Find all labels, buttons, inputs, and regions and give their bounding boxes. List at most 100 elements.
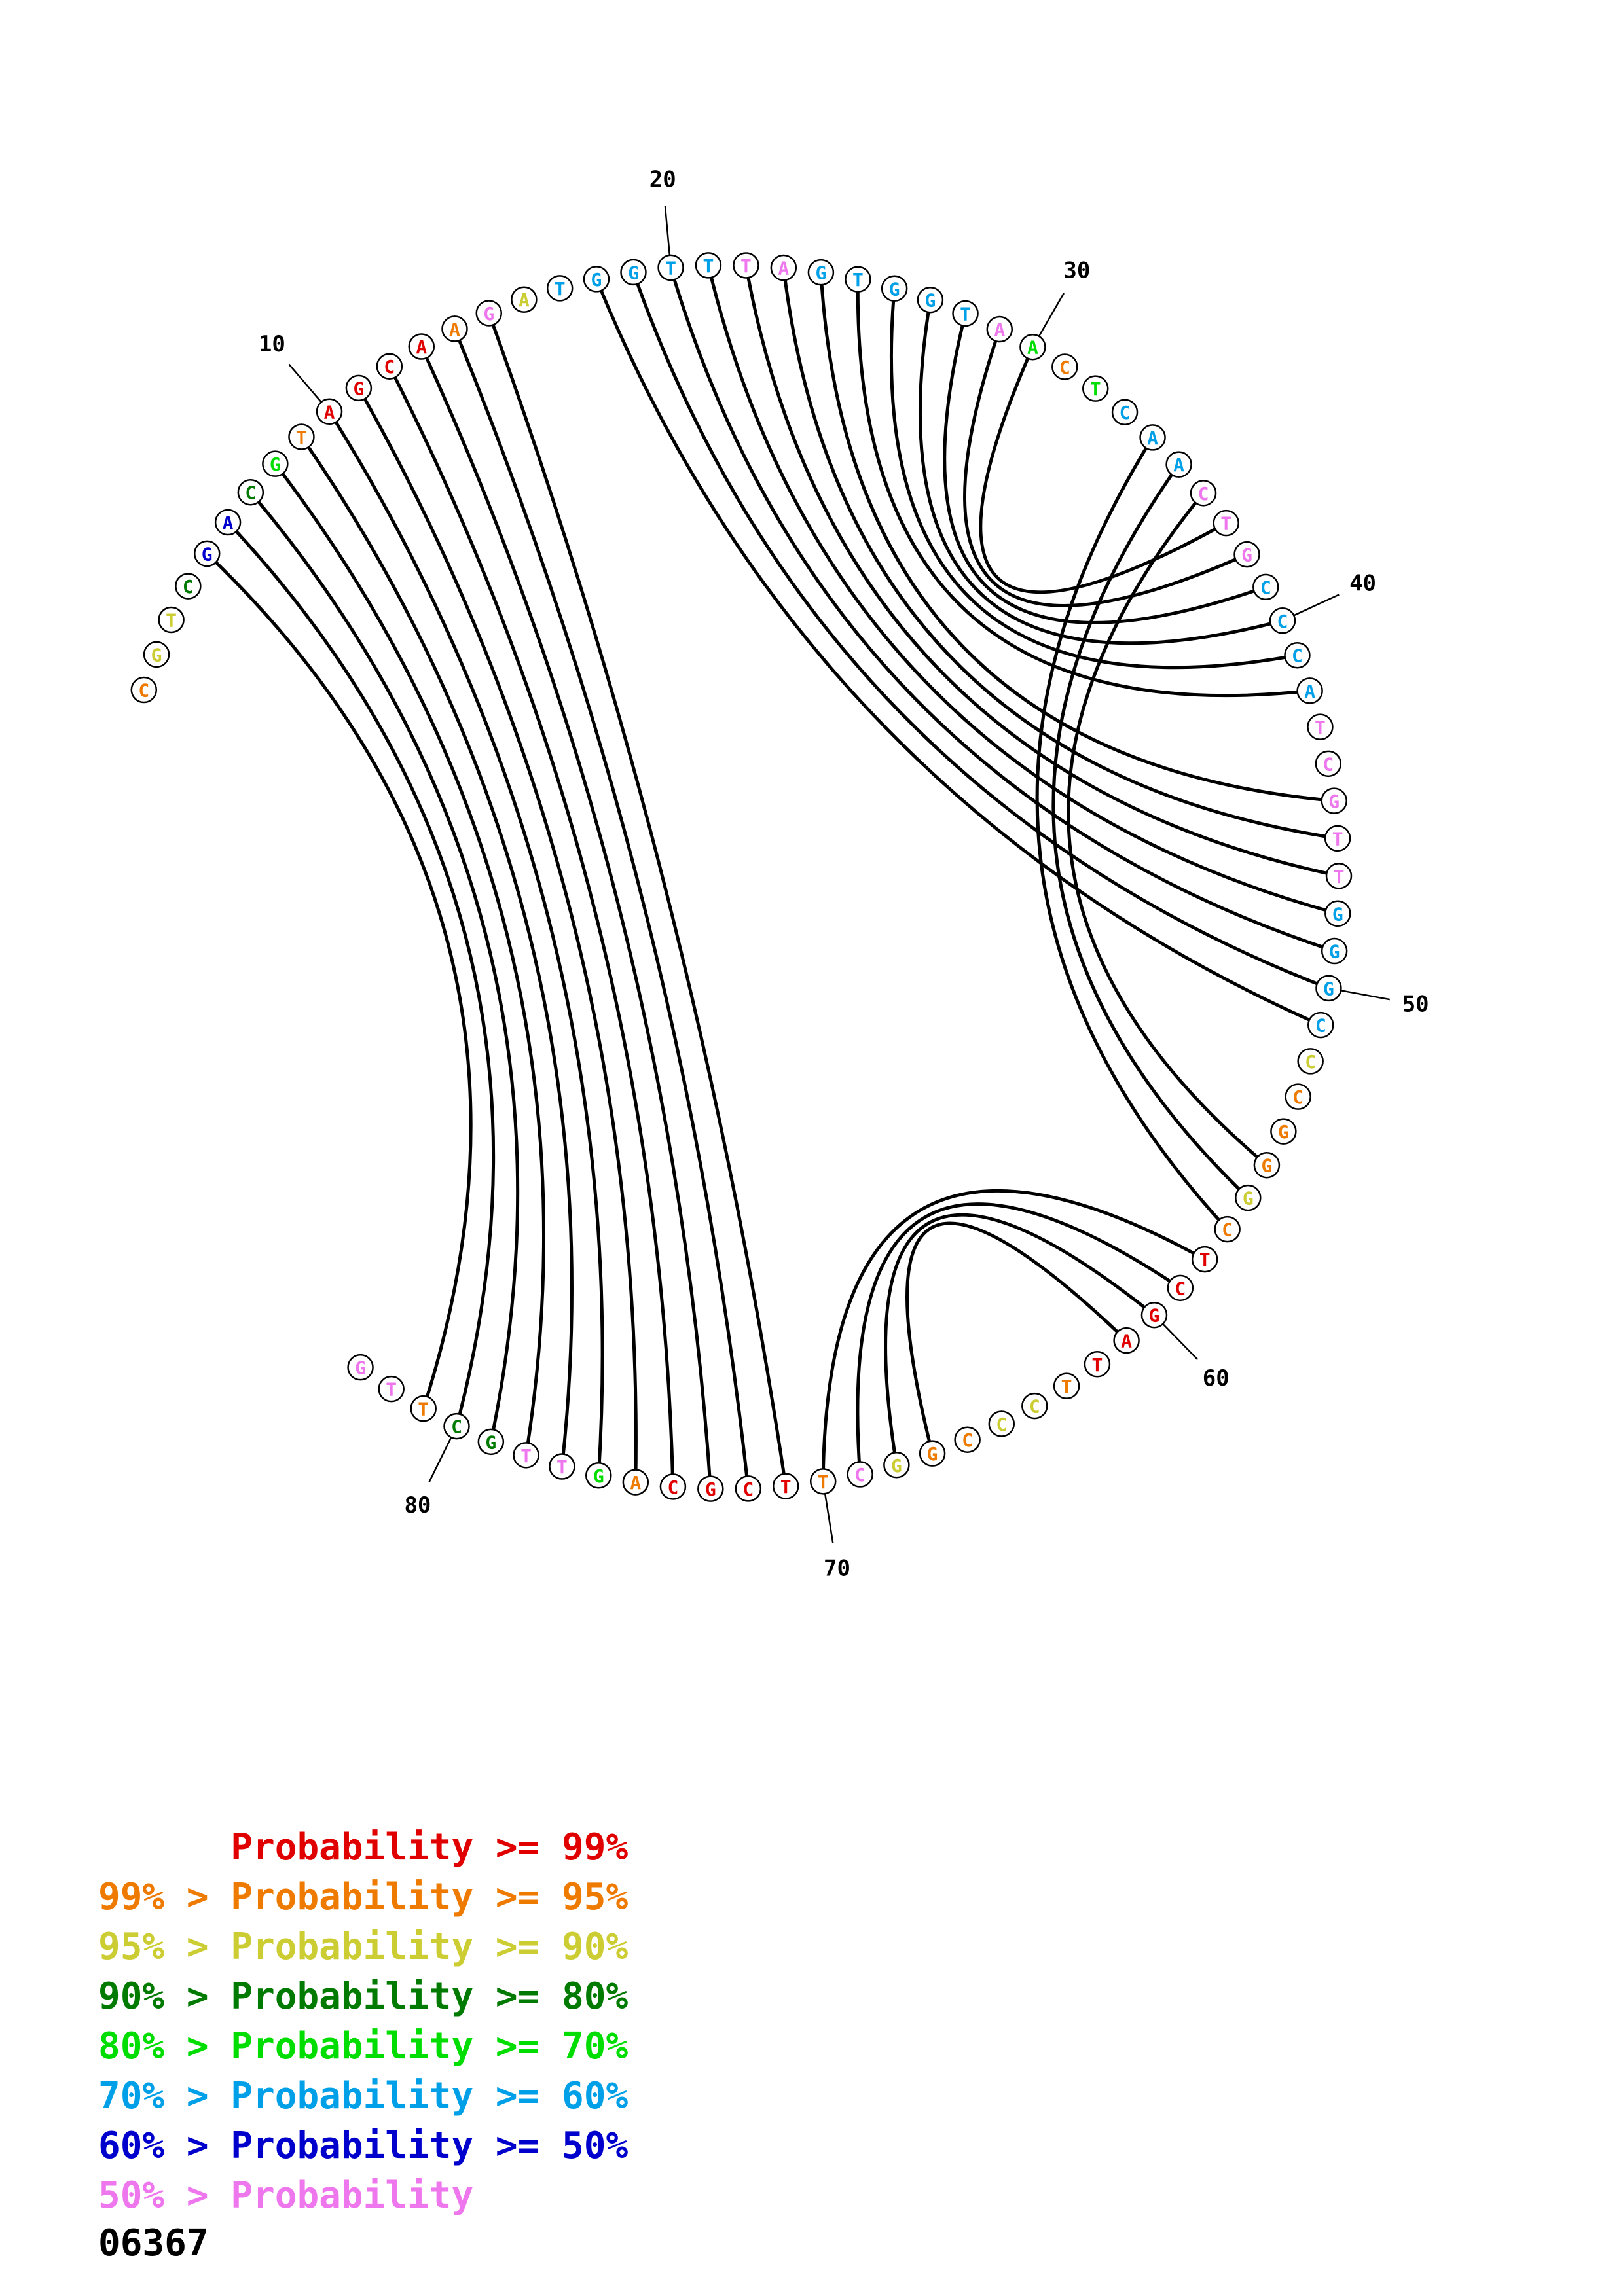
nucleotide-letter: G — [1261, 1155, 1272, 1177]
nucleotide-letter: C — [1277, 611, 1288, 632]
nucleotide-circle — [1233, 541, 1260, 568]
nucleotide-circle — [288, 423, 315, 450]
nucleotide-circle — [316, 398, 343, 425]
nucleotide: A — [316, 398, 343, 425]
nucleotide-letter: G — [927, 1443, 938, 1465]
tick-line — [1162, 1323, 1199, 1361]
nucleotide: T — [733, 252, 759, 279]
nucleotide-letter: G — [202, 543, 213, 565]
base-pair-arc — [889, 288, 1298, 670]
base-pair-arc — [856, 1202, 1182, 1475]
nucleotide-circle — [952, 300, 979, 327]
nucleotide: A — [1165, 451, 1192, 478]
nucleotide-letter: T — [418, 1399, 429, 1420]
nucleotide-letter: A — [416, 336, 427, 358]
nucleotide-circle — [143, 641, 170, 668]
base-pair-arc — [388, 365, 675, 1487]
nucleotide-letter: A — [324, 401, 335, 423]
nucleotide-letter: A — [449, 319, 460, 340]
nucleotide-letter: G — [353, 378, 364, 399]
nucleotide-circle — [1297, 1048, 1324, 1075]
nucleotide: G — [881, 275, 908, 302]
nucleotide: T — [410, 1395, 437, 1422]
nucleotide: C — [954, 1426, 981, 1453]
nucleotide-circle — [733, 252, 759, 279]
nucleotide-letter: T — [520, 1445, 532, 1467]
nucleotide-circle — [546, 275, 574, 302]
nucleotide-circle — [477, 1428, 505, 1456]
base-pair-arc — [1067, 492, 1268, 1167]
base-pair-arc — [905, 1221, 1128, 1454]
nucleotide-letter: C — [996, 1414, 1007, 1435]
nucleotide: A — [770, 254, 797, 281]
nucleotide-letter: C — [1198, 483, 1209, 505]
nucleotide-circle — [1214, 1215, 1241, 1243]
nucleotide: C — [1051, 353, 1078, 380]
nucleotide-letter: T — [1199, 1249, 1211, 1271]
nucleotide-letter: C — [1175, 1278, 1186, 1299]
nucleotide-circle — [659, 1473, 687, 1500]
legend-entry: 60% > Probability >= 50% — [98, 2121, 628, 2171]
nucleotide-circle — [376, 353, 403, 380]
nucleotide-circle — [1252, 573, 1279, 601]
nucleotide: C — [130, 676, 158, 704]
nucleotide-circle — [549, 1453, 575, 1480]
base-pair-arc — [274, 463, 545, 1456]
legend-prefix: 80% > — [98, 2025, 231, 2068]
legend-entry: 90% > Probability >= 80% — [98, 1972, 628, 2022]
nucleotide-letter: C — [667, 1477, 678, 1498]
nucleotide-circle — [847, 1461, 873, 1488]
nucleotide: C — [1284, 641, 1311, 669]
nucleotide: T — [158, 606, 185, 634]
nucleotide: T — [772, 1473, 799, 1499]
nucleotide-letter: A — [519, 289, 530, 311]
nucleotide-circle — [657, 254, 684, 281]
tick-line — [824, 1493, 834, 1543]
position-label: 60 — [1203, 1365, 1230, 1391]
nucleotide: A — [986, 315, 1013, 343]
nucleotide: C — [175, 573, 202, 600]
nucleotide-letter: C — [138, 680, 149, 702]
figure-id: 06367 — [98, 2222, 209, 2265]
nucleotide: G — [477, 1428, 505, 1456]
nucleotide-letter: G — [815, 262, 826, 284]
nucleotide-circle — [845, 266, 871, 293]
nucleotide-letter: G — [1241, 545, 1252, 566]
legend-prefix: 90% > — [98, 1975, 231, 2018]
nucleotide: G — [345, 374, 373, 402]
nucleotide: T — [1082, 375, 1109, 402]
base-pair-arc — [669, 267, 1335, 953]
base-pair-arc — [227, 521, 496, 1427]
legend-text: Probability >= 70% — [230, 2025, 629, 2068]
nucleotide-circle — [881, 275, 908, 302]
nucleotide-letter: T — [1090, 378, 1101, 400]
nucleotide: T — [1307, 713, 1334, 740]
nucleotide-letter: C — [854, 1464, 866, 1486]
nucleotide-letter: G — [591, 269, 602, 291]
nucleotide: C — [1285, 1083, 1311, 1110]
base-pair-arc — [979, 346, 1227, 594]
nucleotide-letter: C — [245, 482, 256, 504]
nucleotide: T — [378, 1375, 405, 1403]
nucleotide-letter: A — [1027, 337, 1038, 359]
nucleotide-letter: C — [1029, 1396, 1040, 1418]
nucleotide: G — [1315, 975, 1342, 1002]
nucleotide-circle — [214, 509, 242, 536]
nucleotide-letter: C — [1222, 1219, 1233, 1241]
nucleotide: C — [659, 1473, 687, 1500]
nucleotide-circle — [1315, 750, 1342, 778]
base-pair-arc — [594, 278, 1322, 1027]
nucleotide-circle — [193, 540, 221, 567]
nucleotide-circle — [1270, 1118, 1297, 1145]
nucleotide-circle — [1324, 825, 1351, 852]
nucleotide-circle — [1139, 424, 1166, 451]
nucleotide: C — [1167, 1274, 1194, 1302]
nucleotide-letter: T — [1332, 828, 1343, 850]
legend-prefix — [98, 1826, 230, 1869]
nucleotide-circle — [1111, 399, 1139, 425]
nucleotide-letter: T — [1091, 1354, 1103, 1376]
nucleotide: G — [347, 1354, 374, 1381]
tick-line — [1293, 594, 1340, 617]
nucleotide-letter: A — [778, 258, 789, 279]
nucleotide: T — [1325, 863, 1353, 889]
